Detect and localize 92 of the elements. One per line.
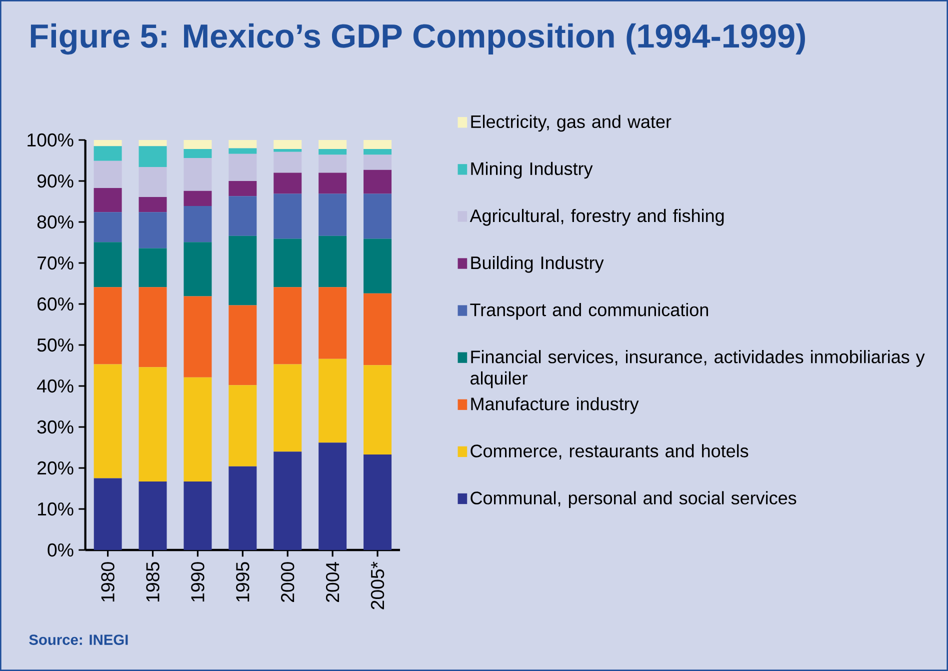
bar (318, 154, 347, 173)
y-tick-label: 100% (28, 133, 74, 147)
legend-label: Mining Industry (471, 162, 593, 179)
bar (138, 482, 167, 550)
y-tick-label: 70% (38, 256, 74, 270)
bar (364, 140, 392, 150)
bar (274, 452, 302, 550)
legend-label: Manufacture industry (471, 397, 639, 414)
bar (364, 293, 392, 366)
legend-label: Building Industry (471, 256, 604, 273)
bar (318, 149, 347, 155)
y-tick-label: 50% (37, 338, 74, 352)
y-tick-label: 60% (38, 297, 74, 311)
x-tick-label: 1995 (236, 562, 250, 602)
bar (364, 238, 392, 294)
bar (94, 140, 122, 146)
bar (94, 160, 122, 188)
y-tick-label: 0% (48, 543, 74, 557)
bar (94, 478, 122, 550)
bar (228, 148, 257, 154)
bar (184, 377, 212, 482)
bar (274, 140, 302, 150)
legend-label: Transport and communication (470, 303, 708, 320)
x-tick-label: 2004 (326, 562, 340, 602)
y-tick-label: 30% (37, 420, 74, 434)
bar (364, 170, 392, 194)
bar (94, 364, 122, 478)
bar (274, 238, 302, 288)
y-tick-label: 20% (38, 461, 74, 475)
legend-label: Commerce, restaurants and hotels (470, 444, 748, 460)
bar (228, 385, 257, 466)
bar (318, 236, 347, 288)
bar (94, 188, 122, 212)
bar (94, 146, 122, 161)
bar (318, 442, 347, 550)
bar (184, 190, 212, 206)
bar (274, 152, 302, 173)
x-tick-label: 1980 (101, 562, 114, 602)
bar (94, 212, 122, 242)
bar (364, 365, 392, 454)
legend-label: Agricultural, forestry and fishing (470, 208, 724, 226)
bar (364, 149, 392, 155)
y-tick-label: 90% (37, 174, 74, 188)
bar (228, 180, 257, 196)
x-tick-label: 2005* (370, 562, 384, 610)
bar (274, 194, 302, 239)
bar (138, 140, 167, 146)
bar (138, 367, 167, 482)
bar (228, 466, 257, 550)
bar (364, 194, 392, 239)
bar (184, 242, 212, 296)
chart-title: Figure 5: Mexico’s GDP Composition (1994-1999) (30, 23, 805, 55)
bar (184, 158, 212, 191)
bar (138, 167, 167, 197)
bar (318, 194, 347, 236)
bar (318, 172, 347, 194)
bar (274, 149, 302, 152)
x-tick-label: 1985 (146, 562, 160, 602)
bar (364, 454, 392, 550)
y-tick-label: 80% (37, 215, 74, 229)
x-tick-label: 1990 (191, 562, 204, 602)
bar (184, 482, 212, 550)
bar (138, 287, 167, 368)
bar (138, 212, 167, 248)
bar (94, 242, 122, 288)
bar (228, 140, 257, 148)
bar (228, 196, 257, 236)
bar (184, 140, 212, 150)
bar (228, 154, 257, 181)
legend-label: Financial services, insurance, actividades inmobiliarias y alquiler (470, 350, 925, 388)
source-note: Source: INEGI (29, 634, 128, 645)
bar (274, 287, 302, 364)
bar (318, 287, 347, 359)
y-tick-label: 10% (38, 502, 74, 516)
bar (274, 172, 302, 194)
bar (94, 287, 122, 364)
bar (274, 364, 302, 452)
bar (228, 305, 257, 386)
legend-label: Electricity, gas and water (471, 114, 672, 132)
bar (138, 248, 167, 288)
y-tick-label: 40% (37, 379, 74, 393)
x-tick-label: 2000 (281, 562, 294, 602)
bar (184, 149, 212, 158)
bar (184, 206, 212, 242)
bar (318, 140, 347, 150)
bar (184, 296, 212, 378)
bar (138, 196, 167, 212)
bar (364, 154, 392, 170)
bar (318, 358, 347, 443)
bar (138, 146, 167, 168)
legend-label: Communal, personal and social services (470, 491, 796, 508)
bar (228, 236, 257, 306)
